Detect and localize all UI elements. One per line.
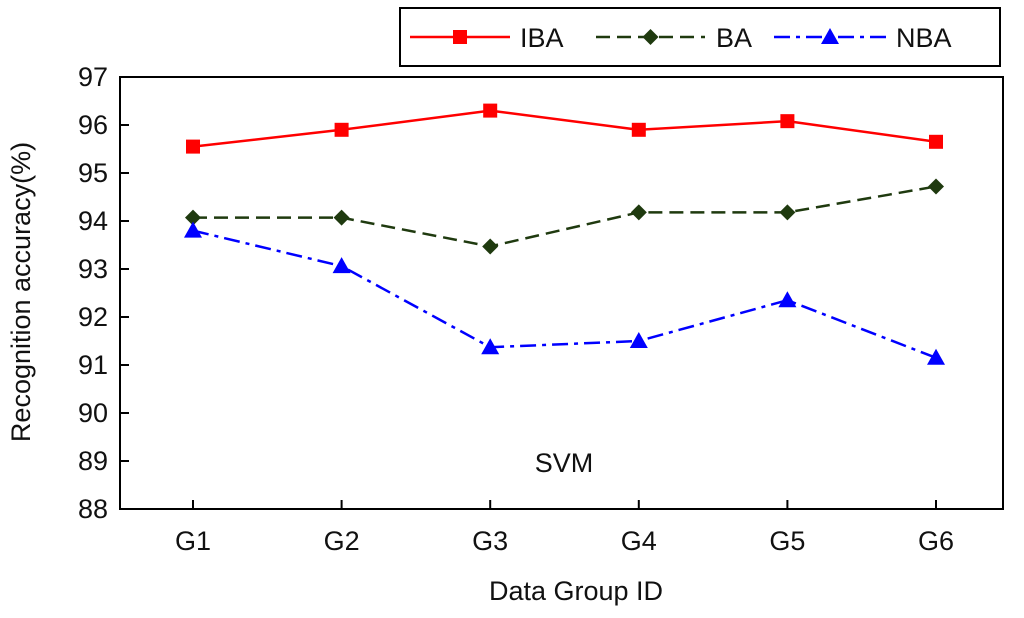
data-point-nba: [184, 221, 202, 238]
svm-annotation: SVM: [535, 448, 594, 478]
legend-label-nba: NBA: [896, 23, 952, 53]
data-point-iba: [186, 139, 200, 154]
data-point-ba: [185, 209, 201, 226]
legend-label-iba: IBA: [520, 23, 564, 53]
y-tick-label: 89: [78, 446, 108, 476]
data-point-nba: [481, 338, 500, 355]
y-tick-label: 97: [78, 62, 108, 92]
data-point-iba: [631, 122, 646, 137]
data-point-ba: [482, 238, 499, 255]
data-point-iba: [929, 134, 943, 149]
legend: IBA BA NBA: [399, 7, 1001, 67]
legend-marker-shape-iba: [453, 30, 467, 44]
y-tick-label: 92: [78, 302, 108, 332]
y-axis: 88 89 90 91 92 93 94 95 96 97: [78, 62, 129, 524]
legend-marker-nba: [821, 28, 839, 44]
data-point-iba: [334, 122, 349, 137]
y-tick-label: 95: [78, 158, 108, 188]
series-line-iba: [192, 109, 937, 148]
legend-label-ba: BA: [716, 23, 752, 53]
data-point-ba: [333, 209, 350, 226]
legend-marker-shape-nba: [821, 28, 839, 44]
x-tick-label: G2: [324, 526, 360, 556]
x-tick-label: G6: [918, 526, 954, 556]
series-layer: [184, 103, 945, 365]
legend-item-nba: NBA: [774, 23, 952, 53]
data-point-iba: [483, 103, 498, 118]
series-line-ba: [193, 185, 937, 248]
data-point-iba: [780, 114, 795, 129]
x-tick-label: G5: [769, 526, 805, 556]
y-tick-label: 96: [78, 110, 108, 140]
x-axis-title: Data Group ID: [489, 576, 663, 606]
y-tick-label: 91: [78, 350, 108, 380]
legend-item-iba: IBA: [410, 23, 564, 53]
x-tick-label: G1: [175, 526, 211, 556]
y-tick-label: 88: [78, 494, 108, 524]
series-line-nba: [192, 229, 937, 359]
data-point-nba: [927, 348, 945, 365]
y-tick-label: 93: [78, 254, 108, 284]
legend-marker-iba: [453, 30, 467, 44]
data-point-ba: [630, 204, 647, 221]
x-tick-label: G3: [472, 526, 508, 556]
legend-marker-shape-ba: [642, 29, 659, 45]
data-point-ba: [779, 204, 796, 221]
data-point-ba: [928, 178, 944, 195]
legend-item-ba: BA: [596, 23, 752, 53]
legend-marker-ba: [642, 29, 659, 45]
data-point-nba: [778, 291, 797, 308]
x-tick-label: G4: [621, 526, 657, 556]
y-tick-label: 94: [78, 206, 108, 236]
y-tick-label: 90: [78, 398, 108, 428]
x-axis: G1 G2 G3 G4 G5 G6: [175, 500, 954, 556]
data-point-nba: [629, 332, 648, 348]
y-axis-title: Recognition accuracy(%): [6, 142, 36, 442]
data-point-nba: [332, 257, 351, 274]
plot-area: [119, 76, 1004, 510]
